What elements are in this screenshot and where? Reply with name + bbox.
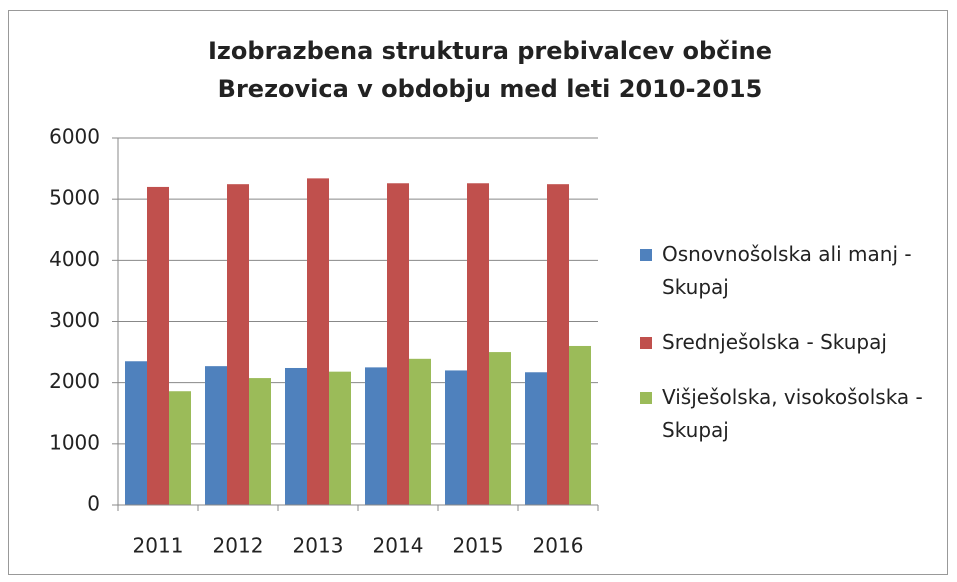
chart-title: Izobrazbena struktura prebivalcev občine… bbox=[208, 37, 772, 103]
bar bbox=[387, 183, 409, 505]
bar bbox=[205, 366, 227, 505]
bar bbox=[285, 367, 307, 505]
legend-label: Višješolska, visokošolska - Skupaj bbox=[662, 385, 923, 442]
x-tick-label: 2013 bbox=[293, 534, 344, 558]
legend-item: Srednješolska - Skupaj bbox=[640, 326, 940, 359]
bar bbox=[489, 352, 511, 505]
bar bbox=[547, 184, 569, 505]
x-tick-label: 2014 bbox=[373, 534, 424, 558]
y-tick-label: 6000 bbox=[49, 125, 100, 149]
bar bbox=[125, 361, 147, 505]
bar bbox=[227, 184, 249, 505]
legend-swatch bbox=[640, 249, 652, 261]
y-tick-label: 4000 bbox=[49, 247, 100, 271]
y-tick-label: 5000 bbox=[49, 186, 100, 210]
legend-item: Osnovnošolska ali manj - Skupaj bbox=[640, 238, 940, 304]
chart-frame bbox=[8, 10, 948, 575]
bar bbox=[467, 183, 489, 505]
x-tick-label: 2011 bbox=[133, 534, 184, 558]
y-tick-label: 0 bbox=[87, 492, 100, 516]
y-tick-label: 3000 bbox=[49, 308, 100, 332]
legend-swatch bbox=[640, 337, 652, 349]
y-tick-label: 2000 bbox=[49, 369, 100, 393]
bar bbox=[307, 178, 329, 505]
bar bbox=[249, 378, 271, 505]
bar bbox=[329, 371, 351, 505]
x-tick-label: 2016 bbox=[533, 534, 584, 558]
x-tick-label: 2015 bbox=[453, 534, 504, 558]
bar bbox=[147, 186, 169, 505]
legend: Osnovnošolska ali manj - Skupaj Srednješo… bbox=[640, 238, 940, 469]
legend-label: Srednješolska - Skupaj bbox=[662, 330, 887, 354]
bar bbox=[169, 391, 191, 505]
y-tick-label: 1000 bbox=[49, 430, 100, 454]
x-tick-label: 2012 bbox=[213, 534, 264, 558]
bar bbox=[365, 367, 387, 505]
legend-label: Osnovnošolska ali manj - Skupaj bbox=[662, 242, 912, 299]
bar bbox=[445, 370, 467, 505]
legend-item: Višješolska, visokošolska - Skupaj bbox=[640, 381, 940, 447]
legend-swatch bbox=[640, 392, 652, 404]
bar bbox=[525, 372, 547, 505]
bar bbox=[569, 345, 591, 505]
bar bbox=[409, 358, 431, 505]
